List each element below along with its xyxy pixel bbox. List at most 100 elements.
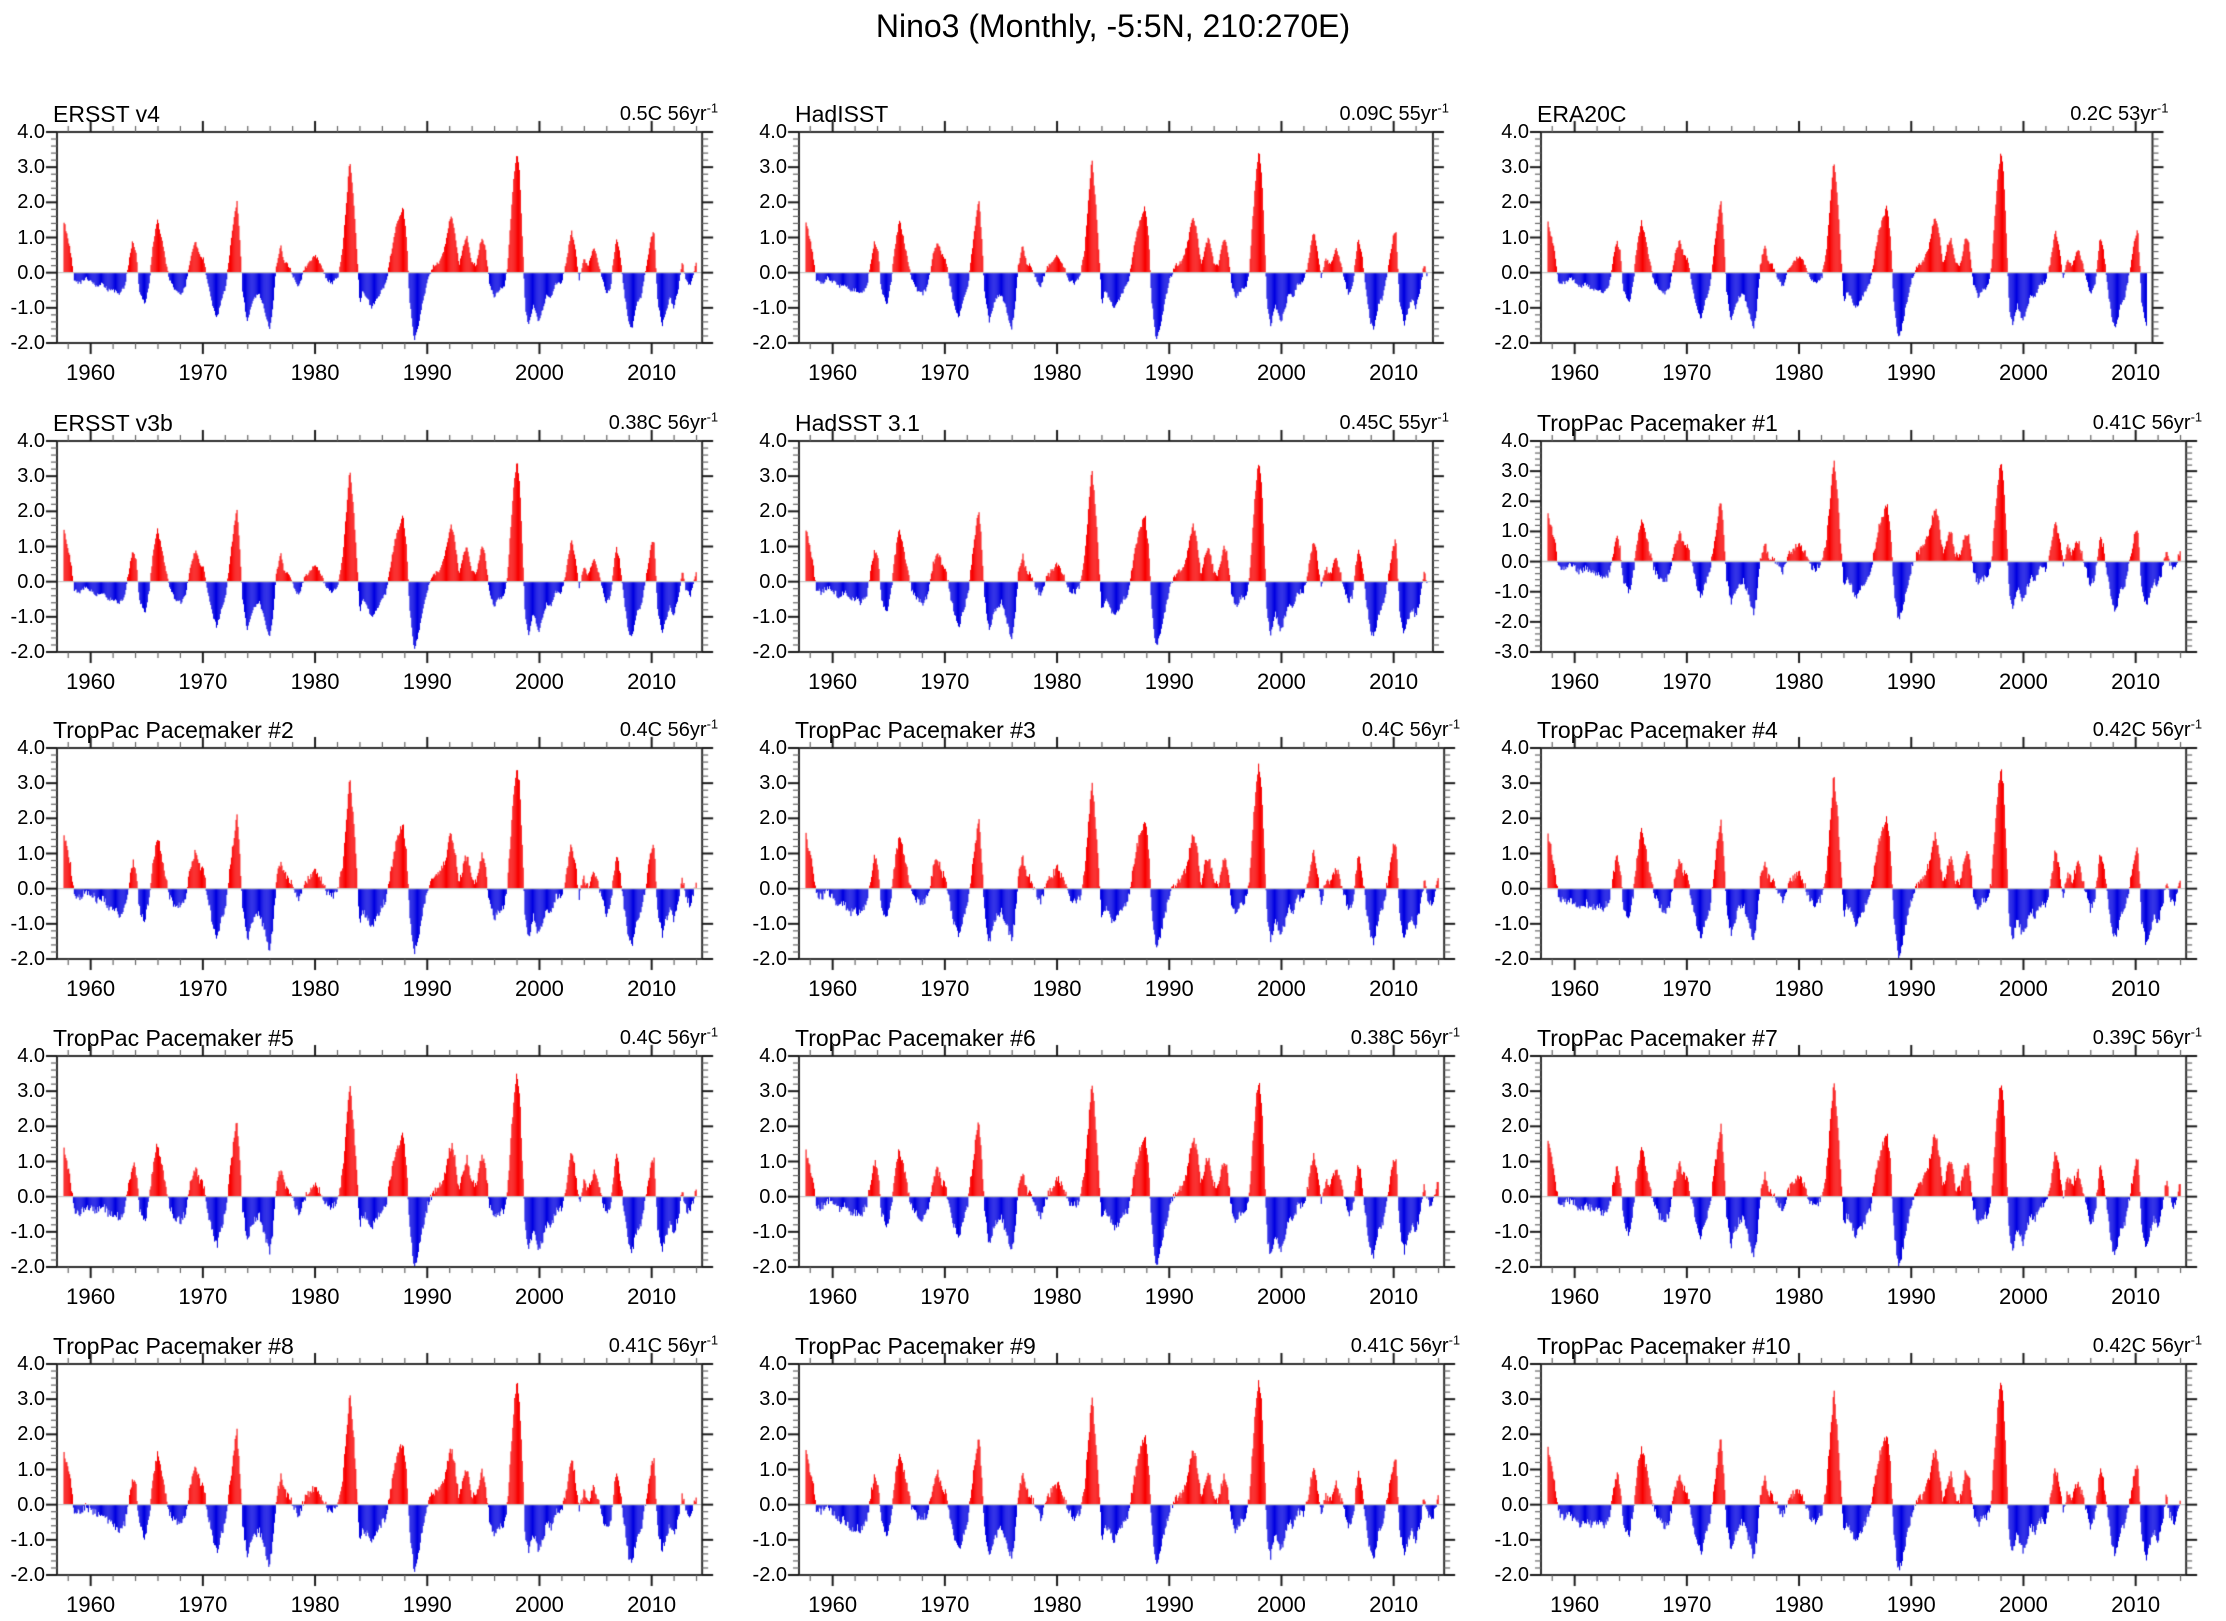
x-tick-label: 2000 [1256,1592,1306,1617]
trend-exponent: -1 [1437,100,1449,116]
y-tick-label: 4.0 [759,1353,787,1375]
y-tick-label: 0.0 [759,261,787,284]
x-tick-label: 1960 [808,976,858,1001]
y-tick-label: 0.0 [759,877,787,900]
panel-title: TropPac Pacemaker #4 [1537,717,1778,743]
y-tick-label: -2.0 [1494,332,1529,354]
x-tick-label: 1990 [1144,1592,1194,1617]
y-tick-label: 0.0 [1501,1185,1529,1208]
panel-trend: 0.4C 56yr-1 [799,716,1461,742]
y-tick-label: 4.0 [1501,121,1529,143]
x-tick-label: 1980 [290,669,340,694]
trend-exponent: -1 [1448,716,1461,732]
y-tick-label: 0.0 [1501,1493,1529,1516]
y-tick-label: -1.0 [10,912,45,935]
x-tick-label: 1970 [178,1284,228,1309]
trend-exponent: -1 [706,1024,719,1040]
y-tick-label: -1.0 [752,1220,787,1243]
y-tick-label: 3.0 [759,465,787,488]
y-tick-label: -1.0 [10,296,45,319]
panel-title: TropPac Pacemaker #2 [53,717,294,743]
y-tick-label: -2.0 [1494,1256,1529,1278]
y-tick-label: 3.0 [17,1388,45,1411]
y-tick-label: 1.0 [759,1458,787,1481]
trend-value: 0.5C 56yr [619,103,707,125]
x-tick-label: 2010 [2111,360,2161,385]
x-tick-label: 1990 [402,669,452,694]
panel-trend: 0.38C 56yr-1 [799,1024,1461,1050]
y-tick-label: 1.0 [17,226,45,249]
x-tick-label: 1980 [1774,1592,1824,1617]
y-tick-label: 1.0 [759,1150,787,1173]
y-tick-label: 4.0 [1501,430,1529,452]
x-tick-label: 2010 [1369,669,1419,694]
y-tick-label: -2.0 [1494,948,1529,970]
panel-title: TropPac Pacemaker #10 [1537,1333,1791,1359]
panel-trend: 0.41C 56yr-1 [799,1333,1460,1358]
y-tick-label: 0.0 [759,1493,787,1516]
y-tick-label: 4.0 [759,430,787,452]
x-tick-label: 1960 [66,669,116,694]
panel-title: TropPac Pacemaker #3 [795,717,1036,743]
x-tick-label: 2000 [514,1592,564,1617]
panel-trend: 0.09C 55yr-1 [799,100,1449,126]
x-tick-label: 1970 [1662,669,1712,694]
y-tick-label: 2.0 [17,1115,45,1138]
x-tick-label: 2000 [1998,360,2048,385]
panel-trend: 0.5C 56yr-1 [57,101,718,126]
x-tick-label: 1980 [1032,669,1082,694]
panel-title: ERSST v4 [53,101,160,127]
x-tick-label: 2010 [627,360,677,385]
trend-value: 0.4C 56yr [619,1027,707,1049]
trend-value: 0.42C 56yr [2092,1335,2191,1357]
y-tick-label: -1.0 [752,296,787,319]
y-tick-label: 0.0 [17,261,45,284]
panel-title: TropPac Pacemaker #9 [795,1333,1036,1359]
x-tick-label: 1970 [1662,360,1712,385]
panel-trend: 0.41C 56yr-1 [57,1333,718,1358]
x-tick-label: 2000 [1998,669,2048,694]
y-tick-label: 0.0 [17,1185,45,1208]
trend-value: 0.45C 55yr [1339,412,1438,434]
y-tick-label: -2.0 [752,641,787,663]
x-tick-label: 1970 [920,976,970,1001]
panel-trend: 0.41C 56yr-1 [1541,410,2202,435]
y-tick-label: -2.0 [10,332,45,354]
x-tick-label: 1960 [66,1592,116,1617]
y-tick-label: 4.0 [17,121,45,143]
trend-exponent: -1 [1448,1024,1461,1040]
y-tick-label: 3.0 [17,772,45,795]
x-tick-label: 1990 [402,1284,452,1309]
y-tick-label: 3.0 [1501,772,1529,795]
x-tick-label: 1960 [808,360,858,385]
x-tick-label: 1980 [1032,1592,1082,1617]
x-tick-label: 2010 [627,1284,677,1309]
y-tick-label: -1.0 [1494,1220,1529,1243]
y-tick-label: 3.0 [1501,156,1529,179]
x-tick-label: 1990 [1144,976,1194,1001]
x-tick-label: 1960 [808,1284,858,1309]
x-tick-label: 1970 [178,360,228,385]
x-tick-label: 1970 [920,1592,970,1617]
x-tick-label: 1970 [1662,1284,1712,1309]
y-tick-label: 3.0 [17,156,45,179]
y-tick-label: 1.0 [17,535,45,558]
y-tick-label: 2.0 [1501,1115,1529,1138]
y-tick-label: 3.0 [759,156,787,179]
y-tick-label: 4.0 [759,121,787,143]
y-tick-label: 3.0 [17,1080,45,1103]
panel-trend: 0.42C 56yr-1 [1541,717,2202,742]
y-tick-label: -2.0 [1494,1564,1529,1586]
y-tick-label: 2.0 [759,1115,787,1138]
y-tick-label: -2.0 [10,1564,45,1586]
x-tick-label: 1990 [402,1592,452,1617]
x-tick-label: 1980 [1774,976,1824,1001]
y-tick-label: 1.0 [759,842,787,865]
x-tick-label: 1990 [402,976,452,1001]
y-tick-label: 3.0 [759,772,787,795]
x-tick-label: 1990 [1144,1284,1194,1309]
y-tick-label: -2.0 [752,1564,787,1586]
x-tick-label: 2010 [627,976,677,1001]
